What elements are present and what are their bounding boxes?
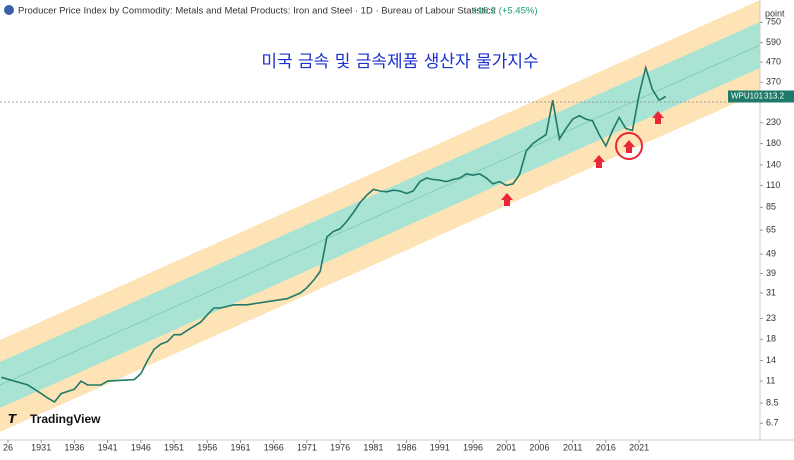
y-tick-label: 65 — [766, 225, 776, 235]
x-tick-label: 1996 — [463, 442, 483, 452]
x-tick-label: 1931 — [31, 442, 51, 452]
y-tick-label: 23 — [766, 313, 776, 323]
x-tick-label: 26 — [3, 442, 13, 452]
series-line — [1, 64, 667, 404]
annotation: 미국 금속 및 금속제품 생산자 물가지수 — [261, 52, 538, 72]
x-tick-label: 1951 — [164, 442, 184, 452]
y-tick-label: 39 — [766, 268, 776, 278]
y-tick-label: 8.5 — [766, 397, 779, 407]
y-tick-label: 180 — [766, 138, 781, 148]
x-tick-label: 1976 — [330, 442, 350, 452]
y-tick-label: 11 — [766, 375, 775, 385]
x-tick-label: 1936 — [64, 442, 84, 452]
logo-icon: 𝙏 — [8, 412, 17, 426]
arrow — [501, 193, 513, 206]
y-tick-label: 590 — [766, 37, 781, 47]
flag-icon — [4, 5, 14, 15]
x-tick-label: 2021 — [629, 442, 649, 452]
x-tick-label: 2011 — [563, 442, 582, 452]
y-tick-label: 49 — [766, 249, 776, 259]
header-bg — [0, 0, 560, 22]
marks — [1, 64, 667, 404]
x-tick-label: 1961 — [230, 442, 250, 452]
chart-title: Producer Price Index by Commodity: Metal… — [18, 6, 496, 17]
x-tick-label: 1956 — [197, 442, 217, 452]
arrow — [652, 111, 664, 124]
x-tick-label: 2006 — [529, 442, 549, 452]
x-tick-label: 1946 — [131, 442, 151, 452]
x-tick-label: 2001 — [496, 442, 516, 452]
highlight-circle — [615, 132, 643, 160]
y-axis-label: point — [765, 8, 785, 18]
center-line — [0, 44, 760, 386]
arrow — [623, 140, 635, 153]
y-tick-label: 370 — [766, 77, 781, 87]
last-value-box — [728, 90, 794, 103]
x-tick-label: 1971 — [297, 442, 317, 452]
x-tick-label: 1966 — [264, 442, 284, 452]
last-value-label: 313.2 — [764, 92, 785, 101]
y-tick-label: 6.7 — [766, 418, 779, 428]
y-tick-label: 31 — [766, 287, 776, 297]
x-tick-label: 2016 — [596, 442, 616, 452]
arrow — [593, 155, 605, 168]
x-tick-label: 1941 — [98, 442, 118, 452]
change: +16.2 (+5.45%) — [472, 6, 538, 17]
y-tick-label: 18 — [766, 334, 776, 344]
arrows — [501, 111, 664, 206]
series-name: WPU101 — [731, 92, 764, 101]
y-tick-label: 750 — [766, 17, 781, 27]
x-tick-label: 1991 — [430, 442, 450, 452]
y-tick-label: 470 — [766, 56, 781, 66]
x-tick-label: 1981 — [363, 442, 383, 452]
x-tick-label: 1986 — [397, 442, 417, 452]
y-tick-label: 14 — [766, 355, 776, 365]
y-tick-label: 230 — [766, 117, 781, 127]
y-tick-label: 110 — [766, 180, 780, 190]
y-tick-label: 85 — [766, 202, 776, 212]
logo: TradingView — [30, 412, 101, 426]
y-tick-label: 140 — [766, 159, 781, 169]
